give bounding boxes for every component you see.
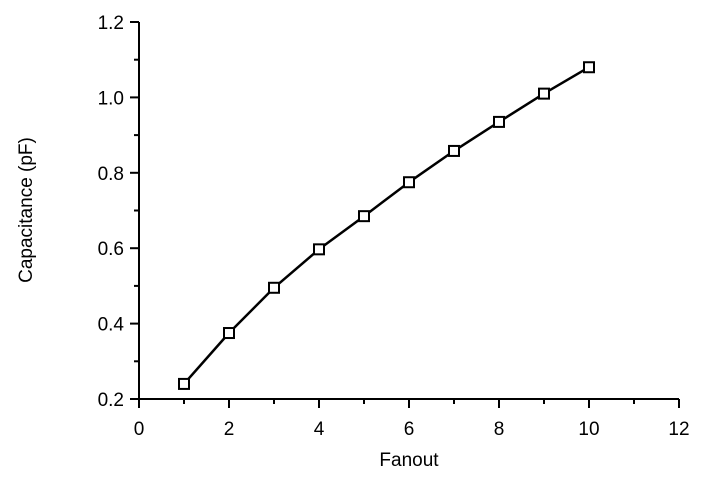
data-point-marker bbox=[358, 210, 370, 223]
y-tick-label: 1.2 bbox=[98, 13, 124, 34]
x-tick-label: 12 bbox=[668, 419, 689, 440]
ticks bbox=[130, 21, 680, 408]
x-tick-label: 2 bbox=[224, 419, 235, 440]
data-point-marker bbox=[538, 87, 550, 100]
data-point-marker bbox=[448, 144, 460, 157]
y-tick-label: 1.0 bbox=[98, 88, 124, 109]
x-tick-label: 8 bbox=[494, 419, 505, 440]
x-tick-label: 6 bbox=[404, 419, 415, 440]
y-axis-title: Capacitance (pF) bbox=[16, 137, 37, 283]
data-point-marker bbox=[403, 176, 415, 189]
tick-labels: 0 2 4 6 8 10 12 0.2 0.4 0.6 0.8 1.0 1.2 bbox=[98, 13, 690, 440]
y-tick-label: 0.2 bbox=[98, 390, 124, 411]
x-axis-title: Fanout bbox=[379, 450, 439, 471]
x-tick-label: 0 bbox=[134, 419, 145, 440]
data-point-marker bbox=[493, 115, 505, 128]
data-point-marker bbox=[583, 61, 595, 74]
x-tick-label: 10 bbox=[578, 419, 599, 440]
y-tick-label: 0.6 bbox=[98, 239, 124, 260]
y-tick-label: 0.4 bbox=[98, 315, 125, 336]
series-line bbox=[183, 66, 590, 385]
x-tick-label: 4 bbox=[314, 419, 325, 440]
data-point-marker bbox=[313, 243, 325, 256]
data-point-marker bbox=[268, 281, 280, 294]
series-layer bbox=[178, 61, 595, 390]
data-point-marker bbox=[178, 377, 190, 390]
y-tick-label: 0.8 bbox=[98, 164, 124, 185]
data-point-marker bbox=[223, 327, 235, 340]
